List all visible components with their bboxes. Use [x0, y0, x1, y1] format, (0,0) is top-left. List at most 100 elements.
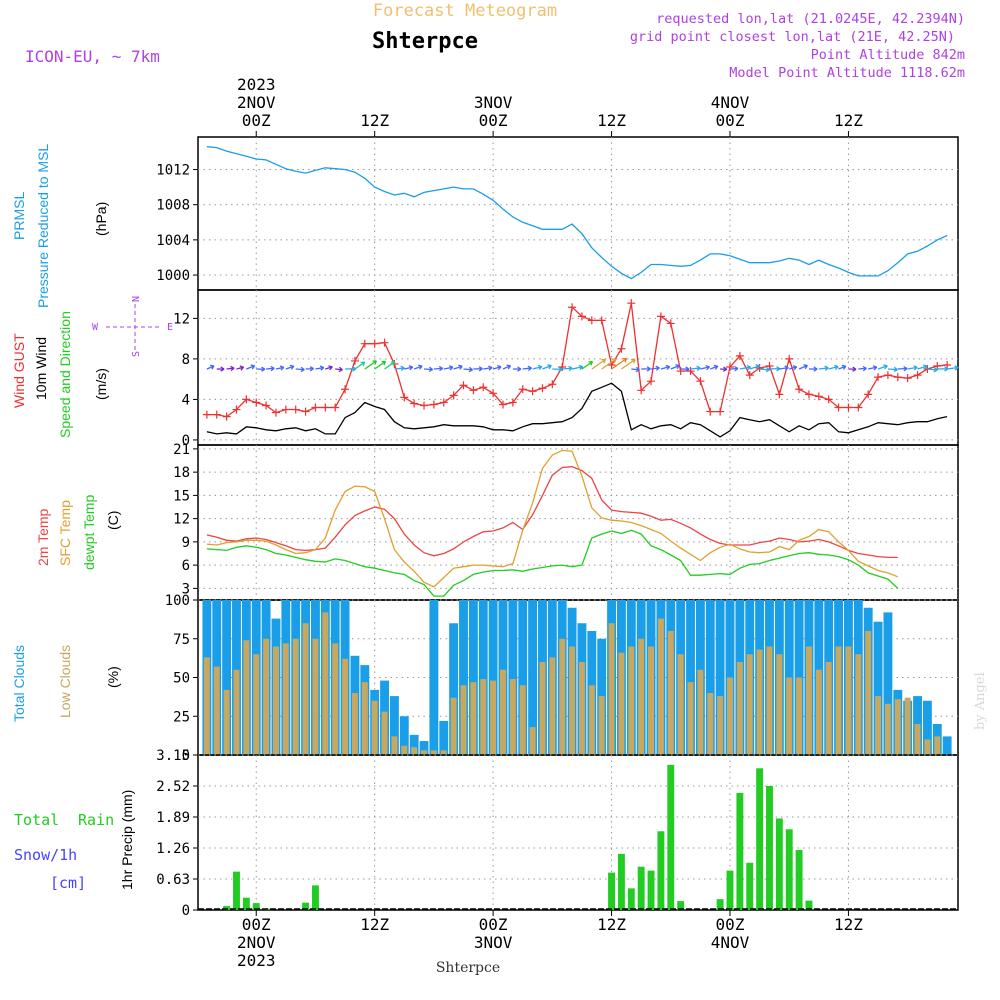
model-label: ICON-EU, ~ 7km: [25, 47, 160, 66]
wind-arrow: [443, 366, 454, 370]
y-tick-label: 15: [173, 488, 190, 504]
wind-arrow-head: [883, 364, 888, 370]
wind-arrow: [285, 365, 295, 370]
y-tick-label: 12: [173, 311, 190, 327]
low-cloud-bar: [855, 654, 862, 755]
wind-arrow: [374, 360, 386, 370]
series-2m-temp: [206, 466, 898, 559]
y-tick-label: 50: [173, 671, 190, 687]
wind-arrow: [492, 366, 502, 370]
gust-marker: [854, 403, 863, 412]
wind-arrow-head: [400, 365, 405, 371]
wind-arrow-head: [893, 366, 898, 373]
low-cloud-bar: [657, 618, 664, 755]
gust-marker: [893, 373, 902, 382]
gust-marker: [242, 395, 251, 404]
gust-marker: [538, 384, 547, 393]
low-cloud-bar: [332, 643, 339, 755]
low-cloud-bar: [825, 662, 832, 755]
rain-bar: [223, 906, 231, 910]
compass-north: N: [131, 296, 142, 302]
y-tick-label: 1.89: [156, 810, 190, 826]
gust-marker: [232, 405, 241, 414]
y-tick-label: 0: [182, 903, 190, 919]
time-label-top: 2NOV: [237, 93, 276, 112]
dewpt-label: dewpt Temp: [81, 495, 97, 570]
y-tick-label: 8: [182, 352, 190, 368]
series-prmsl: [206, 146, 948, 280]
gust-marker: [252, 398, 261, 407]
gust-marker: [380, 338, 389, 347]
low-cloud-bar: [697, 669, 704, 755]
low-cloud-bar: [648, 646, 654, 755]
wind-arrow-head: [547, 364, 552, 370]
wind-arrow: [453, 365, 463, 370]
low-cloud-bar: [322, 612, 329, 755]
wind-arrow: [690, 367, 701, 370]
wind-arrow-head: [813, 366, 818, 372]
low-cloud-bar: [727, 677, 733, 755]
wind-arrow-head: [558, 366, 563, 372]
wind-arrow: [838, 365, 847, 370]
low-cloud-bar: [598, 696, 605, 755]
low-cloud-bar: [213, 666, 220, 755]
low-cloud-bar: [934, 736, 941, 755]
total-cloud-label: Total Clouds: [11, 645, 27, 722]
low-cloud-bar: [865, 631, 872, 755]
wind-arrow-head: [696, 365, 701, 371]
low-cloud-bar: [638, 638, 645, 755]
low-cloud-bar: [815, 669, 822, 755]
wind-arrow: [759, 368, 770, 371]
gust-marker: [410, 399, 419, 408]
low-cloud-bar: [539, 662, 546, 755]
low-cloud-bar: [203, 657, 210, 755]
y-tick-label: 1008: [156, 198, 190, 214]
wind-arrow: [621, 358, 636, 370]
y-tick-label: 3.15: [156, 748, 190, 764]
rain-bar: [252, 903, 260, 910]
gust-marker: [222, 412, 231, 421]
low-cloud-bar: [687, 682, 694, 755]
wind-arrow-head: [289, 364, 295, 370]
wind-arrow-head: [390, 361, 396, 366]
rain-bar: [746, 862, 754, 910]
gust-marker: [370, 339, 379, 348]
low-cloud-bar: [677, 654, 684, 755]
compass-icon: N S W E: [92, 296, 173, 357]
wind-arrow: [611, 357, 627, 370]
gust-marker: [903, 374, 912, 383]
y-tick-label: 21: [173, 442, 190, 458]
rain-label-1: Total: [14, 811, 59, 829]
wind-arrow-head: [954, 365, 959, 371]
wind-arrow-head: [270, 365, 275, 372]
low-cloud-bar: [519, 685, 526, 755]
low-cloud-bar: [667, 631, 674, 755]
low-cloud-bar: [371, 700, 378, 755]
cloud-unit: (%): [105, 666, 121, 688]
wind-arrow: [868, 366, 877, 370]
wind-arrow: [394, 367, 405, 370]
wind-arrow-head: [862, 365, 867, 372]
wind-arrow-head: [834, 364, 839, 371]
gust-marker: [864, 390, 873, 399]
gust-marker: [262, 401, 271, 410]
low-cloud-bar: [549, 657, 556, 755]
wind-arrow-head: [428, 366, 434, 373]
wind-arrow: [798, 364, 808, 370]
prmsl-label: PRMSL: [11, 192, 27, 240]
rain-bar: [766, 786, 773, 910]
wind-arrow-head: [468, 366, 473, 373]
wind-arrow-head: [685, 366, 690, 372]
gust-marker: [341, 385, 350, 394]
low-cloud-bar: [263, 638, 270, 755]
wind-arrow-head: [338, 366, 343, 373]
clouds-panel: 0 25 50 75 100: [165, 593, 959, 764]
gust-marker: [301, 407, 310, 416]
gust-marker: [429, 400, 438, 409]
gust-marker: [666, 319, 675, 328]
gust-marker: [291, 405, 300, 414]
low-cloud-bar: [559, 638, 566, 755]
wind-arrow: [739, 366, 751, 370]
wind-arrow: [789, 366, 797, 370]
